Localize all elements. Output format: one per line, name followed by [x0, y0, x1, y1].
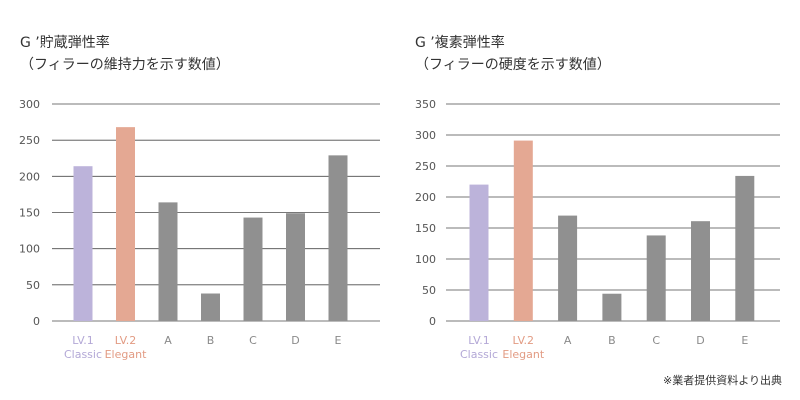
y-tick-label: 50 — [422, 284, 436, 297]
y-tick-label: 50 — [26, 279, 40, 292]
bar-e — [735, 175, 755, 321]
x-tick-label: C — [652, 334, 660, 347]
y-tick-label: 350 — [415, 98, 436, 111]
x-tick-sublabel: Classic — [64, 348, 102, 361]
y-tick-label: 250 — [19, 134, 40, 147]
y-tick-label: 100 — [415, 253, 436, 266]
x-tick-label: A — [564, 334, 572, 347]
bar-c — [646, 235, 666, 321]
x-tick-label: LV.1 — [468, 334, 490, 347]
y-tick-label: 150 — [415, 222, 436, 235]
bar-b — [201, 293, 220, 321]
x-tick-label: D — [696, 334, 704, 347]
bar-a — [158, 202, 178, 321]
x-tick-label: E — [741, 334, 748, 347]
y-tick-label: 100 — [19, 243, 40, 256]
bar-lv2 — [513, 140, 533, 321]
bar-c — [243, 217, 263, 321]
x-tick-label: E — [335, 334, 342, 347]
x-tick-label: B — [608, 334, 616, 347]
source-note: ※業者提供資料より出典 — [663, 374, 782, 387]
x-tick-label: LV.2 — [115, 334, 137, 347]
x-tick-label: D — [291, 334, 299, 347]
bar-e — [328, 155, 348, 321]
bar-lv1 — [73, 166, 93, 321]
chart-subtitle: （フィラーの維持力を示す数値） — [20, 57, 230, 73]
bar-d — [286, 213, 305, 321]
x-tick-sublabel: Elegant — [502, 348, 544, 361]
chart-subtitle: （フィラーの硬度を示す数値） — [415, 57, 611, 73]
bar-d — [691, 221, 710, 321]
chart-panel-complex-modulus: G ’複素弾性率 （フィラーの硬度を示す数値） 0 50 100 150 200 250 3… — [400, 0, 800, 400]
x-tick-label: C — [249, 334, 257, 347]
bar-lv1 — [469, 184, 489, 321]
y-tick-label: 0 — [33, 315, 40, 328]
y-tick-label: 0 — [429, 315, 436, 328]
y-tick-label: 300 — [415, 129, 436, 142]
y-tick-label: 300 — [19, 98, 40, 111]
bar-lv2 — [116, 127, 135, 321]
bar-b — [602, 293, 622, 321]
y-tick-label: 150 — [19, 207, 40, 220]
chart-title: G ’複素弾性率 — [415, 35, 505, 51]
y-tick-label: 200 — [19, 170, 40, 183]
x-tick-label: LV.2 — [513, 334, 535, 347]
y-tick-label: 250 — [415, 160, 436, 173]
bar-a — [558, 215, 578, 321]
x-tick-label: LV.1 — [72, 334, 94, 347]
x-tick-sublabel: Classic — [460, 348, 498, 361]
chart-panel-storage-modulus: G ’貯蔵弾性率 （フィラーの維持力を示す数値） 0 50 100 150 200 250… — [19, 35, 380, 361]
x-tick-sublabel: Elegant — [105, 348, 147, 361]
x-tick-label: A — [164, 334, 172, 347]
chart-title: G ’貯蔵弾性率 — [20, 35, 110, 51]
y-tick-label: 200 — [415, 191, 436, 204]
x-tick-label: B — [207, 334, 215, 347]
